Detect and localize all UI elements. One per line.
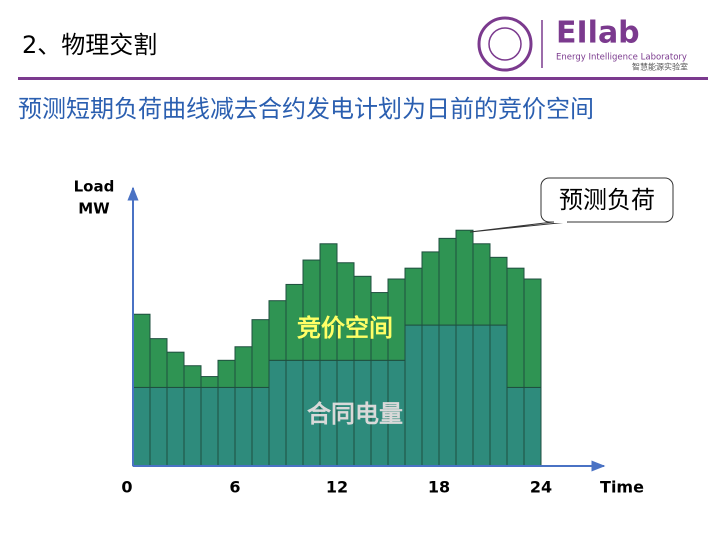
bar-segment <box>149 338 168 388</box>
bar-segment <box>438 237 457 326</box>
bar-segment <box>421 324 440 467</box>
bar-segment <box>455 229 474 326</box>
bar-segment <box>404 324 423 467</box>
x-tick-label: 0 <box>121 478 132 497</box>
bar-segment <box>285 359 304 467</box>
bar-segment <box>472 324 491 467</box>
y-label: MW <box>78 200 110 218</box>
x-tick-label: 12 <box>326 478 348 497</box>
series-label: 竞价空间 <box>297 314 393 342</box>
bar-segment <box>506 267 525 388</box>
logo: EIlab <box>556 16 640 51</box>
bar-segment <box>523 278 542 388</box>
bar-segment <box>217 386 236 467</box>
bar-segment <box>234 386 253 467</box>
bar-segment <box>132 386 151 467</box>
callout-box <box>540 177 674 223</box>
bar-segment <box>183 365 202 388</box>
bar-segment <box>404 267 423 326</box>
bar-segment <box>166 351 185 388</box>
bar-segment <box>268 359 287 467</box>
bar-segment <box>438 324 457 467</box>
bar-segment <box>489 256 508 326</box>
bar-segment <box>506 386 525 467</box>
bar-segment <box>251 386 270 467</box>
lab-name-cn: 智慧能源实验室 <box>632 62 688 72</box>
bar-segment <box>149 386 168 467</box>
bar-segment <box>319 243 338 361</box>
bar-segment <box>455 324 474 467</box>
bar-segment <box>472 243 491 326</box>
bar-segment <box>523 386 542 467</box>
header-rule <box>18 77 708 80</box>
lab-name-en: Energy Intelligence Laboratory <box>556 53 687 63</box>
bar-segment <box>166 386 185 467</box>
bar-segment <box>217 359 236 388</box>
x-tick-label: 24 <box>530 478 552 497</box>
bar-segment <box>200 386 219 467</box>
y-label: Load <box>74 178 115 196</box>
bar-segment <box>268 300 287 361</box>
bar-segment <box>183 386 202 467</box>
bar-segment <box>234 346 253 388</box>
callout-pointer <box>469 221 569 233</box>
plot <box>132 229 542 467</box>
series-label: 合同电量 <box>307 400 403 428</box>
bar-segment <box>489 324 508 467</box>
x-label: Time <box>600 478 644 497</box>
x-tick-label: 6 <box>229 478 240 497</box>
bar-segment <box>302 259 321 361</box>
bar-segment <box>421 251 440 326</box>
x-tick-label: 18 <box>428 478 450 497</box>
bar-segment <box>251 319 270 388</box>
bar-segment <box>336 262 355 361</box>
bar-segment <box>132 313 151 388</box>
seal-inner <box>488 27 522 61</box>
subtitle: 预测短期负荷曲线减去合约发电计划为日前的竞价空间 <box>18 95 594 123</box>
annotation: 预测负荷 <box>559 186 655 214</box>
slide-title: 2、物理交割 <box>22 31 157 59</box>
seal <box>477 16 533 72</box>
bar-segment <box>200 376 219 388</box>
